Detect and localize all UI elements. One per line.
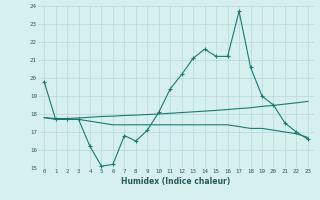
X-axis label: Humidex (Indice chaleur): Humidex (Indice chaleur) — [121, 177, 231, 186]
